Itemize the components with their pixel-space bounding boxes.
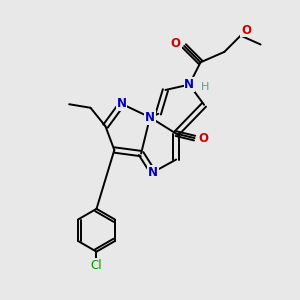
Text: H: H	[200, 82, 209, 92]
Text: Cl: Cl	[91, 259, 102, 272]
Text: O: O	[171, 37, 181, 50]
Text: N: N	[145, 111, 155, 124]
Text: N: N	[117, 98, 127, 110]
Text: N: N	[184, 78, 194, 91]
Text: O: O	[198, 132, 208, 145]
Text: N: N	[148, 166, 158, 179]
Text: O: O	[241, 24, 251, 37]
